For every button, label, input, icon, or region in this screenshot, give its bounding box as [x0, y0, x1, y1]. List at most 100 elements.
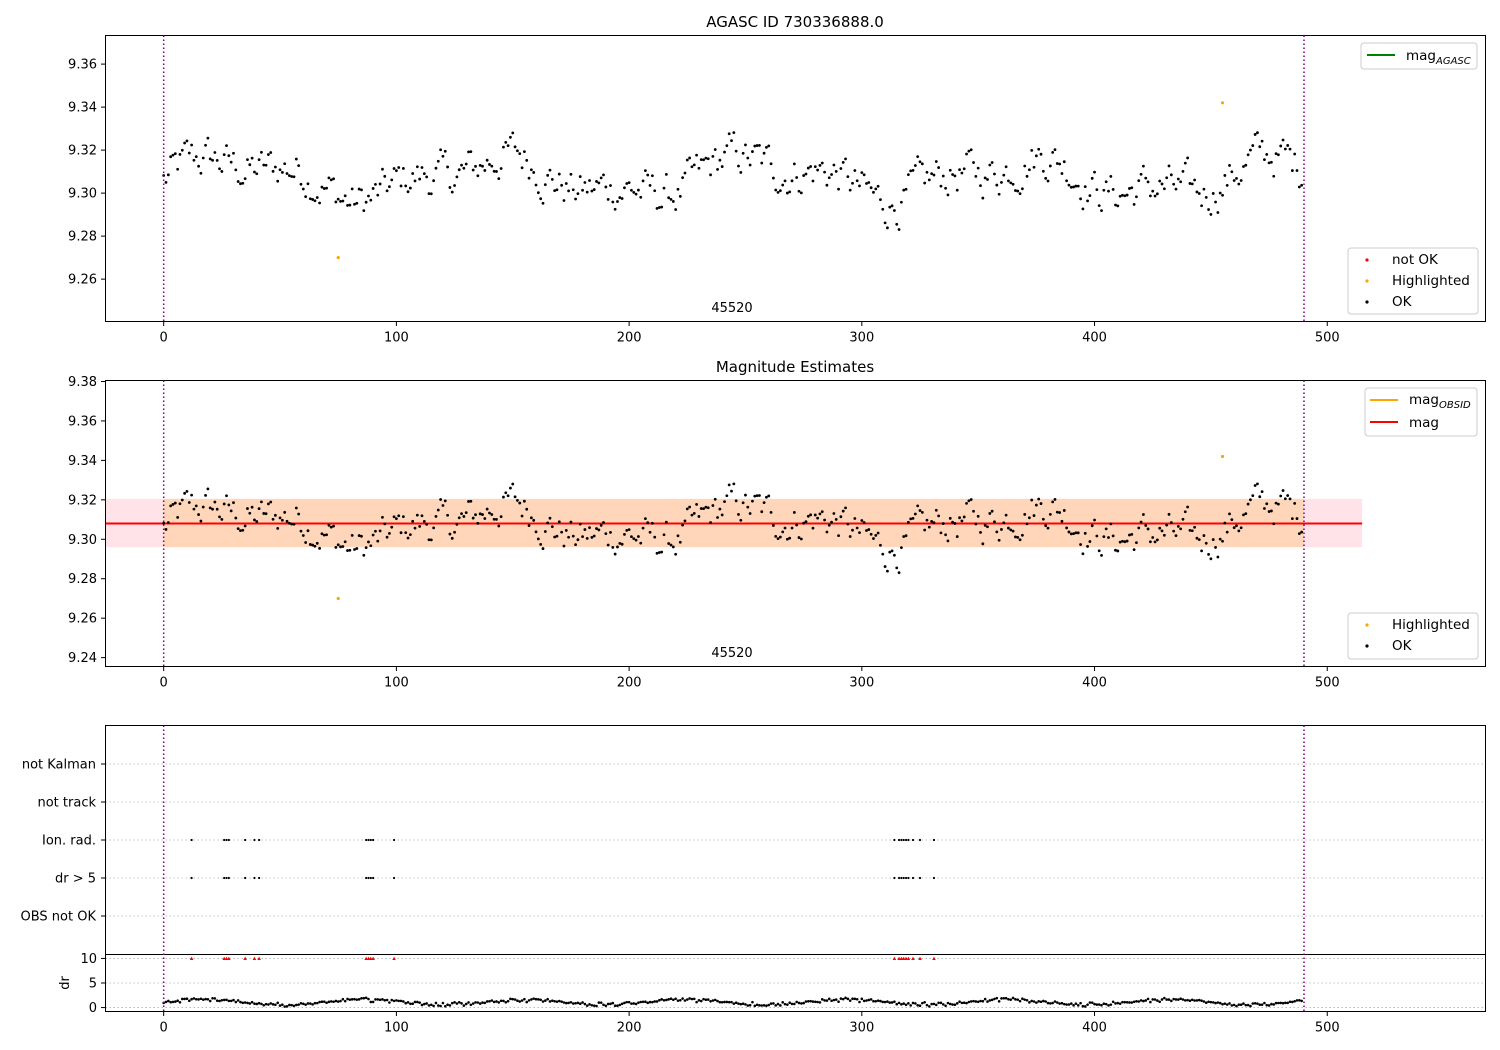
- panel2-ok-point: [385, 535, 389, 539]
- panel1-ok-point: [292, 175, 296, 179]
- dr-point: [530, 998, 533, 1001]
- panel1-ok-point: [830, 173, 833, 176]
- panel1-ytick-label: 9.32: [68, 144, 97, 159]
- dr-point: [1277, 1001, 1280, 1005]
- panel2-ok-point: [730, 489, 733, 493]
- panel2-ok-point: [218, 515, 221, 519]
- panel1-ok-point: [350, 187, 354, 191]
- panel1-ok-point: [1104, 180, 1108, 184]
- panel1-ok-point: [706, 157, 710, 161]
- dr-gt-5-flag-point: [918, 876, 922, 880]
- panel2-ok-point: [879, 543, 882, 547]
- panel2-ok-point: [215, 507, 219, 511]
- panel2-ok-point: [853, 517, 857, 520]
- panel2-ok-point: [1081, 552, 1085, 556]
- dr-point: [1100, 1004, 1103, 1007]
- panel2-ok-point: [264, 512, 268, 516]
- panel1-ok-point: [1232, 179, 1236, 182]
- dr-threshold-marker: [371, 956, 375, 961]
- panel2-ok-point: [462, 515, 466, 518]
- panel1-ok-point: [506, 144, 510, 148]
- dr-point: [827, 997, 831, 1001]
- dr-point: [271, 1003, 275, 1006]
- panel1-ok-point: [280, 170, 284, 174]
- panel1-ok-point: [802, 174, 806, 177]
- panel1-ok-point: [1041, 169, 1045, 173]
- panel2-ok-point: [425, 523, 429, 526]
- dr-point: [953, 1003, 957, 1007]
- panel2-ok-point: [169, 504, 173, 508]
- panel2-ok-point: [776, 537, 780, 541]
- panel2-ok-point: [1193, 525, 1197, 529]
- panel2-ok-point: [858, 531, 861, 535]
- dr-point: [813, 1000, 817, 1004]
- dr-point: [839, 997, 843, 1000]
- dr-point: [662, 999, 666, 1002]
- dr-point: [336, 1000, 340, 1003]
- panel2-ok-point: [411, 519, 415, 523]
- dr-point: [427, 1004, 431, 1007]
- dr-point: [1014, 998, 1017, 1001]
- panel2-ok-point: [311, 543, 315, 547]
- dr-point: [371, 1000, 375, 1004]
- panel2-ok-point: [534, 530, 538, 534]
- panel2-ok-point: [418, 525, 422, 528]
- panel2-ok-point: [711, 504, 715, 507]
- panel1-ok-point: [355, 201, 359, 205]
- panel4-xtick-label: 0: [160, 1021, 168, 1036]
- panel2-ok-point: [415, 513, 419, 517]
- panel2-ok-point: [941, 522, 945, 525]
- dr-point: [1000, 997, 1003, 1000]
- panel2-ok-point: [869, 532, 873, 536]
- panel2-points: [162, 454, 1304, 601]
- panel2-highlighted-point: [1220, 454, 1225, 459]
- panel2-ok-point: [225, 494, 228, 498]
- panel1-ok-point: [201, 156, 205, 160]
- panel2-ok-point: [522, 499, 526, 503]
- panel2-ok-point: [753, 494, 757, 498]
- dr-point: [634, 1002, 638, 1006]
- dr-point: [1214, 1001, 1217, 1005]
- dr-point: [485, 1000, 489, 1003]
- panel1-ok-point: [1211, 192, 1215, 195]
- panel1-ok-point: [723, 150, 726, 154]
- dr-point: [1300, 999, 1303, 1003]
- panel2-ok-point: [611, 546, 615, 549]
- panel1-ok-point: [471, 168, 475, 172]
- panel2-ok-point: [197, 513, 200, 516]
- dr-point: [851, 997, 854, 1001]
- panel1-ok-point: [1223, 174, 1227, 177]
- legend-label-not-ok: not OK: [1392, 252, 1439, 268]
- ion-rad-flag-point: [907, 838, 910, 842]
- dr-point: [976, 1000, 980, 1004]
- panel4-ytick-label: 10: [80, 952, 97, 967]
- panel1-ok-point: [639, 195, 643, 199]
- panel2-ok-point: [490, 513, 494, 516]
- panel2-ok-point: [348, 548, 352, 552]
- dr-point: [576, 1001, 580, 1005]
- panel1-ok-point: [834, 170, 838, 173]
- panel1-ok-point: [1244, 163, 1248, 167]
- dr-point: [525, 1000, 529, 1004]
- panel1-ok-point: [343, 194, 347, 198]
- panel2-obsid-label: 45520: [711, 646, 752, 661]
- panel1-ok-point: [425, 175, 429, 179]
- panel1-ok-point: [893, 209, 896, 212]
- panel2-title: Magnitude Estimates: [716, 358, 874, 376]
- dr-point: [848, 999, 852, 1002]
- dr-point: [692, 997, 696, 1001]
- panel2-ok-point: [816, 516, 820, 520]
- dr-point: [1128, 1001, 1131, 1004]
- dr-point: [932, 1002, 936, 1006]
- dr-point: [322, 1000, 326, 1003]
- panel1-ok-point: [872, 190, 875, 194]
- panel1-ok-point: [278, 168, 282, 172]
- panel1-ok-point: [1088, 194, 1092, 197]
- dr-point: [253, 1002, 256, 1005]
- panel1-ok-point: [897, 228, 901, 231]
- dr-point: [187, 999, 191, 1003]
- dr-point: [276, 1001, 280, 1005]
- panel1-ok-point: [1193, 178, 1197, 182]
- panel2-ok-point: [639, 541, 643, 545]
